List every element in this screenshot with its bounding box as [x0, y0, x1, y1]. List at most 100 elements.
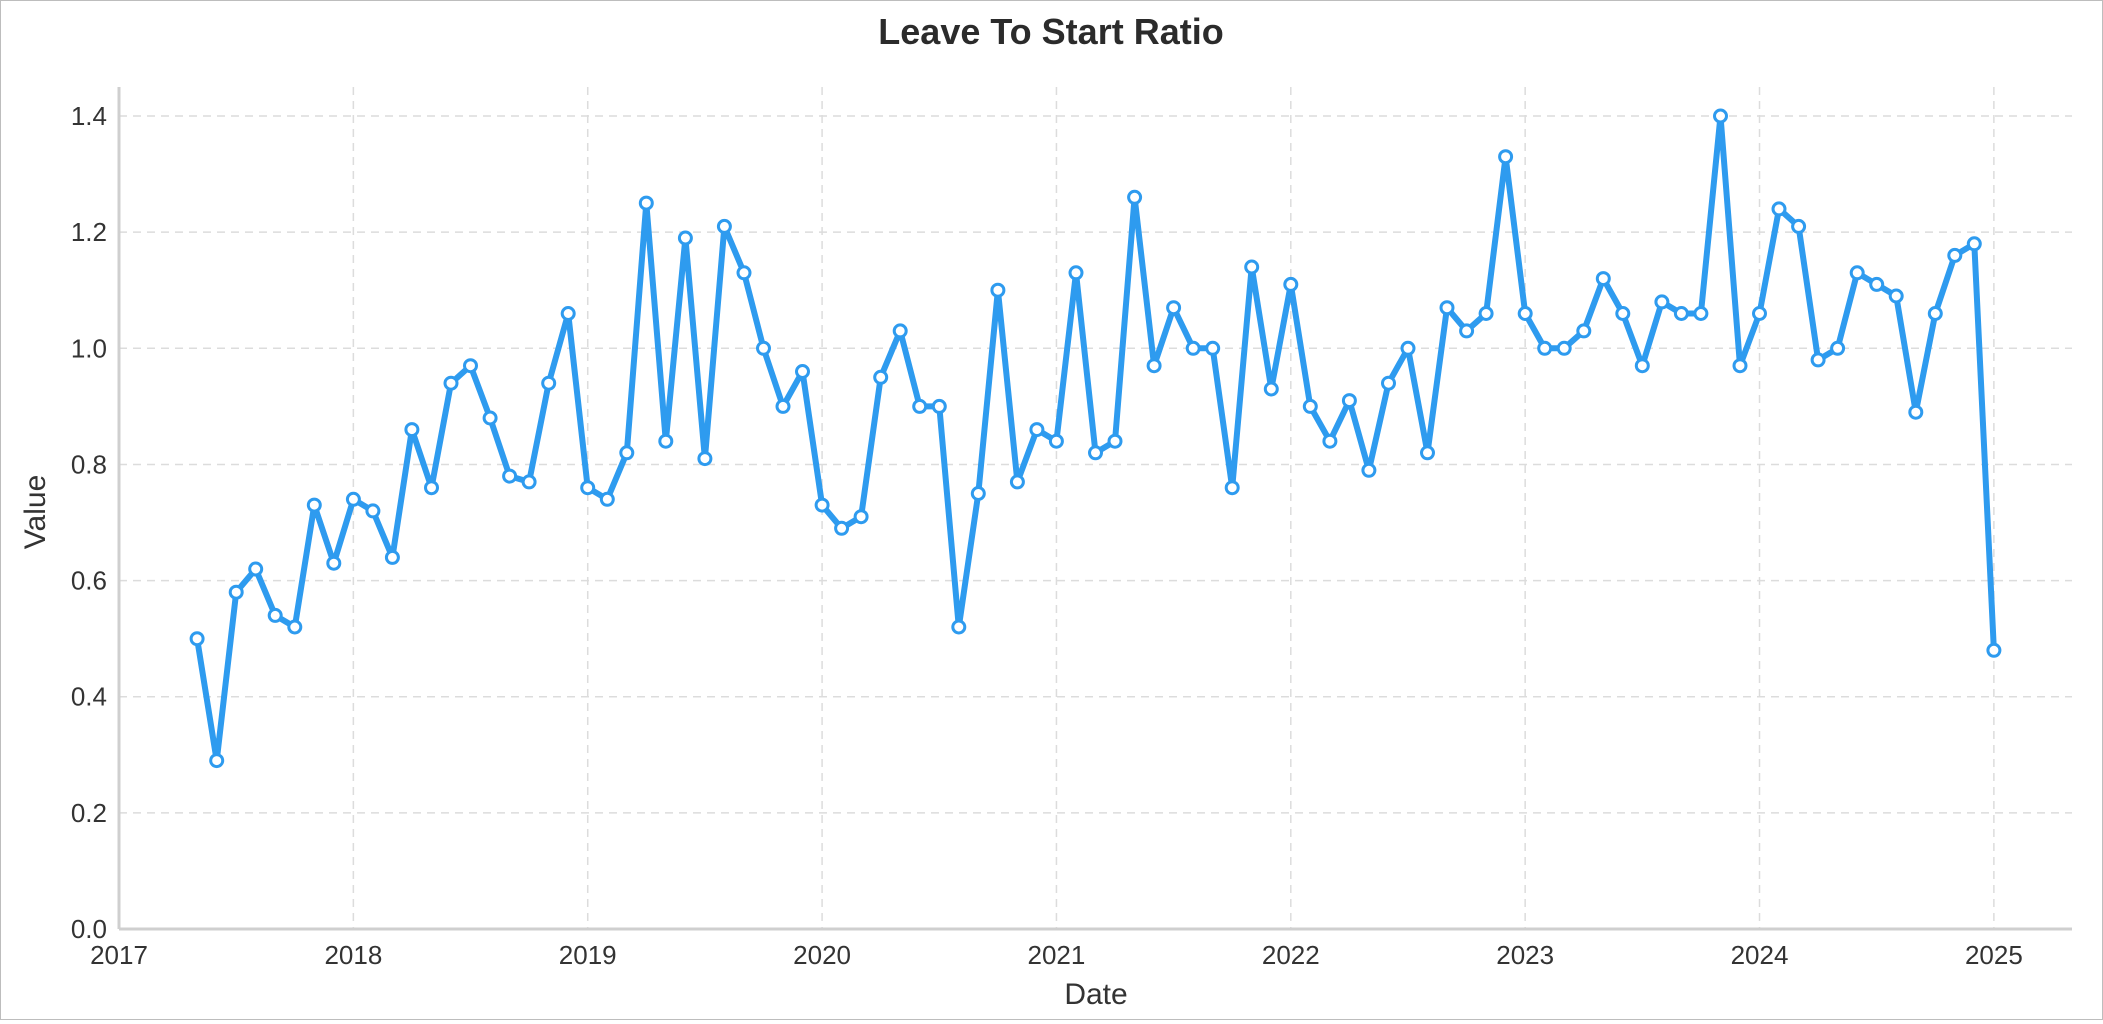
data-point [1439, 300, 1455, 316]
data-point [1537, 340, 1553, 356]
grid-lines [118, 87, 2072, 930]
data-point [1947, 247, 1963, 263]
data-point [1205, 340, 1221, 356]
data-point [404, 422, 420, 438]
data-point [1088, 445, 1103, 461]
data-point [756, 340, 771, 356]
data-point [1869, 276, 1885, 292]
data-point [502, 468, 518, 484]
data-point [267, 607, 283, 623]
data-point [1361, 462, 1377, 478]
data-point [951, 619, 967, 635]
data-point [1381, 375, 1396, 391]
data-point [1244, 259, 1260, 275]
data-point [463, 358, 478, 374]
data-point [521, 474, 537, 490]
data-point [1498, 149, 1514, 165]
data-point [892, 323, 908, 339]
data-point [1966, 236, 1982, 252]
y-tick-label: 0.6 [71, 566, 107, 596]
y-tick-label: 1.4 [71, 101, 107, 131]
data-point [482, 410, 498, 426]
data-point [1830, 340, 1846, 356]
data-point [990, 282, 1006, 298]
data-point [1791, 218, 1807, 234]
data-point [1576, 323, 1592, 339]
data-point [560, 306, 576, 321]
data-point [716, 218, 732, 234]
y-tick-label: 0.4 [71, 682, 107, 712]
data-point [1517, 306, 1533, 321]
data-point [1322, 433, 1338, 449]
data-point [1654, 294, 1670, 310]
data-point [619, 445, 635, 461]
data-points [189, 108, 2002, 769]
data-point [1341, 393, 1357, 409]
data-point [736, 265, 752, 281]
y-tick-label: 0.0 [71, 914, 107, 944]
data-point [1107, 433, 1123, 449]
data-point [1595, 271, 1611, 287]
data-point [1029, 422, 1045, 438]
data-point [638, 195, 654, 211]
data-point [1459, 323, 1475, 339]
data-point [345, 491, 361, 507]
data-point [1752, 306, 1767, 321]
axes [117, 87, 2072, 931]
data-point [1673, 306, 1689, 321]
data-point [1908, 404, 1924, 420]
data-point [697, 451, 713, 467]
data-point [228, 584, 244, 600]
data-point [853, 509, 869, 525]
data-point [1927, 306, 1943, 321]
chart-title: Leave To Start Ratio [878, 11, 1223, 52]
y-tick-label: 0.8 [71, 449, 107, 479]
tick-labels: 0.0 0.2 0.4 0.6 0.8 1.0 1.2 1.4 2017 2018 2019 2020… [71, 101, 2023, 970]
data-point [1146, 358, 1162, 374]
data-point [1224, 480, 1240, 496]
data-point [189, 631, 205, 647]
data-point [1986, 642, 2002, 658]
data-point [384, 549, 400, 565]
y-tick-label: 1.0 [71, 333, 107, 363]
data-point [248, 561, 264, 577]
data-point [1849, 265, 1865, 281]
data-point [1556, 340, 1572, 356]
data-point [1009, 474, 1025, 490]
data-point [1400, 340, 1416, 356]
data-point [287, 619, 303, 635]
data-point [1068, 265, 1084, 281]
x-tick-label: 2022 [1262, 940, 1320, 970]
data-point [1478, 306, 1494, 321]
data-point [1185, 340, 1201, 356]
data-point [1713, 108, 1728, 124]
x-tick-label: 2021 [1028, 940, 1086, 970]
data-point [814, 497, 830, 513]
data-point [541, 375, 557, 391]
y-axis-label: Value [19, 475, 52, 550]
data-point [1634, 358, 1650, 374]
y-tick-label: 0.2 [71, 798, 107, 828]
data-point [209, 753, 225, 769]
data-point [1302, 398, 1318, 414]
data-point [1127, 189, 1143, 205]
x-axis-label: Date [1064, 978, 1127, 1011]
data-point [1615, 306, 1631, 321]
x-tick-label: 2024 [1731, 940, 1789, 970]
data-point [599, 491, 615, 507]
x-tick-label: 2025 [1965, 940, 2023, 970]
data-point [1420, 445, 1435, 461]
data-point [1693, 306, 1709, 321]
data-point [1263, 381, 1279, 397]
data-point [1810, 352, 1826, 368]
data-point [1283, 276, 1299, 292]
data-point [970, 486, 986, 501]
series-line [194, 113, 1997, 764]
y-tick-label: 1.2 [71, 217, 107, 247]
data-point [873, 369, 889, 385]
x-tick-label: 2019 [559, 940, 617, 970]
x-tick-label: 2017 [90, 940, 148, 970]
x-tick-label: 2020 [793, 940, 851, 970]
